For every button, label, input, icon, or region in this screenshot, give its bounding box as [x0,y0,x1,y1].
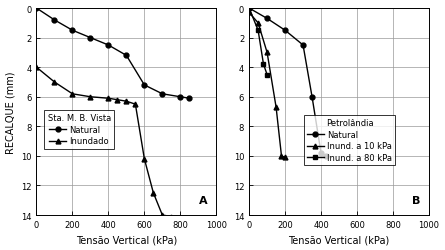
Natural [309,96,315,99]
Natural [318,152,324,155]
Inundado [178,216,183,220]
Natural [70,30,75,32]
Line: Inund. a 80 kPa: Inund. a 80 kPa [247,6,270,78]
Inundado [160,214,165,217]
Inundado [151,192,156,194]
Y-axis label: RECALQUE (mm): RECALQUE (mm) [5,71,16,153]
X-axis label: Tensão Vertical (kPa): Tensão Vertical (kPa) [76,234,177,244]
Natural [106,44,111,47]
Natural [52,19,57,22]
Inundado [186,218,192,221]
Inund. a 10 kPa [279,155,284,158]
Inund. a 10 kPa [264,52,270,55]
Natural [124,55,129,58]
Natural [264,18,270,21]
Inund. a 10 kPa [255,22,261,25]
Line: Inundado: Inundado [34,66,192,222]
Natural [283,30,288,32]
Natural [300,44,306,47]
Natural [88,37,93,40]
Line: Inund. a 10 kPa: Inund. a 10 kPa [247,11,287,160]
Inund. a 80 kPa [264,74,270,77]
Inundado [88,96,93,99]
Inundado [34,66,39,70]
Line: Natural: Natural [34,6,192,101]
Inundado [115,99,120,102]
X-axis label: Tensão Vertical (kPa): Tensão Vertical (kPa) [288,234,390,244]
Natural [186,97,192,100]
Natural [160,93,165,96]
Inundado [133,103,138,106]
Natural [34,8,39,10]
Inund. a 80 kPa [261,64,266,66]
Inund. a 10 kPa [273,106,279,109]
Inund. a 10 kPa [247,12,252,15]
Inundado [52,81,57,84]
Inundado [106,97,111,100]
Natural [178,96,183,99]
Legend: Natural, Inundado: Natural, Inundado [44,111,114,149]
Natural [247,8,252,10]
Inundado [169,215,174,218]
Inundado [70,93,75,96]
Legend: Natural, Inund. a 10 kPa, Inund. a 80 kPa: Natural, Inund. a 10 kPa, Inund. a 80 kP… [303,116,395,166]
Text: B: B [412,195,420,205]
Inund. a 80 kPa [255,30,261,32]
Line: Natural: Natural [247,6,329,159]
Natural [142,84,147,87]
Text: A: A [198,195,207,205]
Inundado [124,100,129,103]
Inund. a 80 kPa [247,8,252,10]
Inund. a 10 kPa [283,156,288,159]
Natural [324,155,329,158]
Inundado [142,158,147,161]
